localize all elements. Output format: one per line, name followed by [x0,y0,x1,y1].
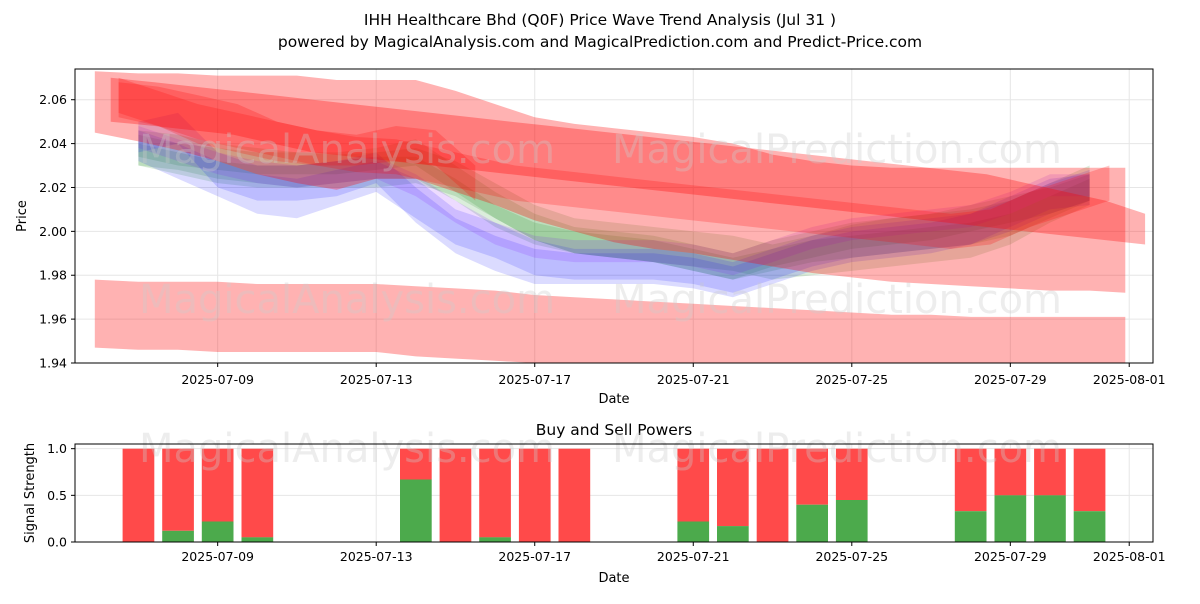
sell-power-bar [835,448,868,500]
red-band-2 [94,279,1126,363]
sell-power-bar [241,448,274,538]
sell-power-bar [717,448,749,527]
sell-power-bar [162,448,194,531]
price-y-tick-label: 2.06 [39,92,67,107]
red-band-3 [110,77,1146,245]
sell-power-bar [1034,448,1066,496]
signal-panel: Buy and Sell Powers MagicalAnalysis.com … [23,421,1166,586]
buy-power-bar [717,526,749,542]
price-y-tick-label: 1.94 [39,356,67,371]
sell-power-bar [756,448,789,542]
buy-power-bar [677,521,710,542]
signal-y-axis-title: Signal Strength [23,443,38,543]
signal-x-tick-label: 2025-07-17 [498,549,571,564]
price-y-tick-label: 1.96 [39,312,67,327]
signal-x-tick-label: 2025-07-21 [657,549,730,564]
buy-power-bar [162,530,194,542]
buy-power-bar [201,521,234,542]
red-band-4 [118,82,476,201]
sell-power-bar [518,448,551,542]
signal-bars [122,448,1106,542]
signal-x-axis-title: Date [598,571,629,586]
red-band-5 [118,77,1110,249]
price-x-tick-label: 2025-07-13 [340,372,413,387]
signal-chart-title: Buy and Sell Powers [536,421,693,439]
price-x-tick-label: 2025-07-21 [657,372,730,387]
signal-axis-ticks: 0.0 0.5 1.0 2025-07-09 2025-07-13 2025-07-17 2… [47,441,1165,564]
signal-x-tick-label: 2025-07-25 [815,549,888,564]
price-x-tick-label: 2025-07-25 [815,372,888,387]
sell-power-bar [558,448,591,542]
sell-power-bar [994,448,1027,496]
watermark-prediction-bottom: MagicalPrediction.com [612,426,1062,472]
buy-power-bar [241,537,274,542]
sell-power-bar [677,448,710,522]
signal-x-tick-label: 2025-07-13 [340,549,413,564]
blue-band-1 [138,130,1090,293]
green-band-1 [138,130,1090,280]
price-plot-area [75,69,1153,363]
sell-power-bar [122,448,155,542]
sell-power-bar [954,448,987,512]
watermark-prediction-mid: MagicalPrediction.com [612,277,1062,323]
price-x-tick-label: 2025-07-09 [181,372,254,387]
price-grid [75,69,1153,364]
price-panel: MagicalAnalysis.com MagicalPrediction.co… [15,68,1166,407]
sell-power-bar [439,448,472,542]
green-band-3 [138,143,1090,280]
signal-x-tick-label: 2025-07-09 [181,549,254,564]
price-axis-ticks: 1.94 1.96 1.98 2.00 2.02 2.04 2.06 2025-07-09 20… [39,92,1165,387]
watermark-prediction-top: MagicalPrediction.com [612,127,1062,173]
price-wave-bands [94,71,1146,363]
chart-title-line1: IHH Healthcare Bhd (Q0F) Price Wave Tren… [364,11,836,29]
price-x-tick-label: 2025-07-29 [974,372,1047,387]
sell-power-bar [201,448,234,522]
sell-power-bar [479,448,511,538]
signal-y-tick-label: 0.5 [47,488,67,503]
price-x-tick-label: 2025-07-17 [498,372,571,387]
signal-x-tick-label: 2025-07-29 [974,549,1047,564]
price-y-tick-label: 2.00 [39,224,67,239]
chart-title-line2: powered by MagicalAnalysis.com and Magic… [278,33,922,51]
buy-power-bar [400,479,432,542]
signal-y-tick-label: 1.0 [47,441,67,456]
green-band-2 [138,134,1090,280]
watermark-analysis-bottom: MagicalAnalysis.com [139,426,555,472]
buy-power-bar [954,511,987,542]
watermark-analysis-mid: MagicalAnalysis.com [139,277,555,323]
signal-plot-frame [74,443,1154,543]
sell-power-bar [400,448,432,480]
signal-x-tick-label: 2025-08-01 [1093,549,1166,564]
price-y-axis-title: Price [15,200,30,232]
price-y-tick-label: 2.02 [39,180,67,195]
price-x-tick-label: 2025-08-01 [1093,372,1166,387]
sell-power-bar [1073,448,1106,512]
watermark-analysis-top: MagicalAnalysis.com [139,127,555,173]
buy-power-bar [994,495,1027,542]
signal-y-tick-label: 0.0 [47,535,67,550]
sell-power-bar [796,448,828,505]
blue-band-2 [138,112,1090,298]
buy-power-bar [835,500,868,542]
buy-power-bar [796,504,828,542]
buy-power-bar [479,537,511,542]
red-band-1 [94,71,1126,293]
price-x-axis-title: Date [598,392,629,407]
buy-power-bar [1073,511,1106,542]
price-y-tick-label: 2.04 [39,136,67,151]
buy-power-bar [1034,495,1066,542]
price-y-tick-label: 1.98 [39,268,67,283]
price-plot-frame [74,68,1154,364]
purple-band-1 [138,126,1090,276]
